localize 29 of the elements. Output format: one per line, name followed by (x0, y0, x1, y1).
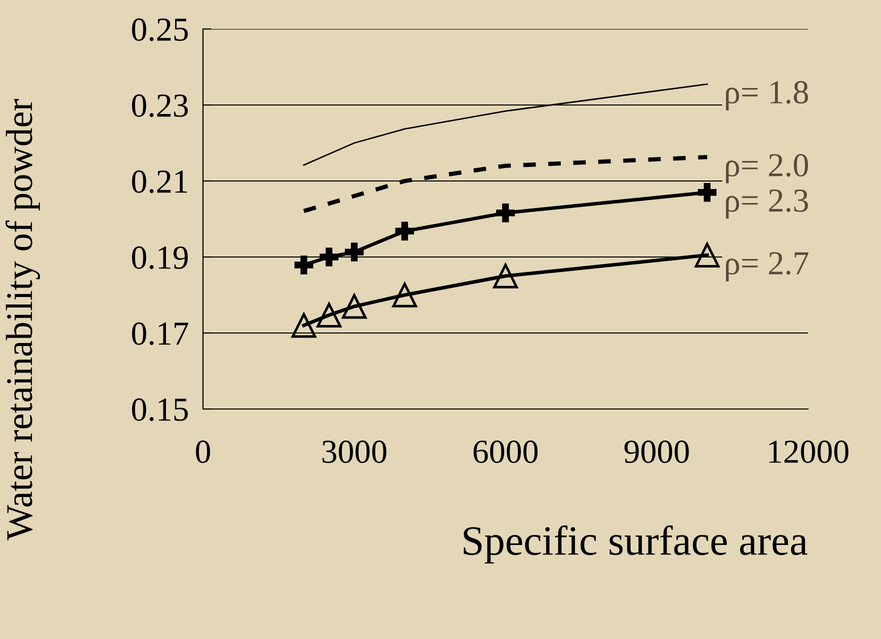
x-tick-label: 0 (196, 440, 210, 464)
y-tick-label: 0.25 (132, 18, 188, 42)
x-tick-label: 6000 (474, 440, 538, 464)
point (493, 264, 518, 288)
point (320, 248, 338, 266)
y-tick-label: 0.17 (132, 322, 188, 346)
point (698, 183, 717, 202)
point (294, 256, 314, 274)
x-tick-label: 3000 (322, 440, 386, 464)
y-axis-title: Water retainability of powder (6, 99, 40, 540)
point (694, 242, 720, 268)
point (395, 222, 414, 241)
y-tick-label: 0.23 (132, 94, 188, 118)
x-tick-label: 9000 (624, 440, 689, 464)
series-label: ρ= 2.7 (726, 252, 808, 282)
point (392, 282, 418, 308)
x-tick-label: 12000 (769, 440, 848, 464)
series-label: ρ= 2.0 (726, 154, 808, 184)
y-tick-label: 0.21 (132, 170, 188, 194)
point (496, 204, 515, 222)
point (316, 302, 342, 328)
point (344, 242, 364, 262)
point (342, 294, 367, 319)
point (291, 313, 316, 338)
y-tick-label: 0.19 (132, 246, 188, 270)
series-label: ρ= 1.8 (726, 81, 808, 110)
y-tick-label: 0.15 (132, 398, 188, 422)
series-label: ρ= 2.3 (726, 189, 808, 219)
x-axis-title: Specific surface area (464, 525, 808, 564)
